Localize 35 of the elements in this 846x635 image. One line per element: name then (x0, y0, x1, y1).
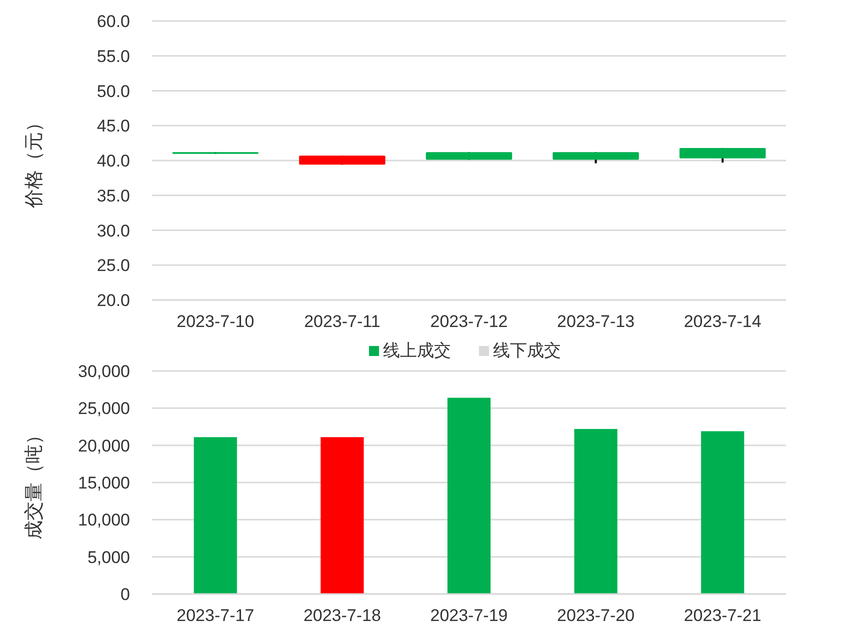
bar (194, 437, 237, 594)
x-tick-label: 2023-7-10 (176, 312, 254, 331)
y-tick-label: 20,000 (78, 436, 130, 456)
x-tick-label: 2023-7-19 (430, 606, 508, 625)
y-tick-label: 40.0 (96, 152, 130, 170)
y-tick-label: 10,000 (78, 510, 130, 530)
x-tick-label: 2023-7-20 (557, 606, 635, 625)
x-tick-label: 2023-7-14 (684, 312, 762, 331)
x-tick-label: 2023-7-21 (684, 606, 762, 625)
x-tick-label: 2023-7-13 (557, 312, 635, 331)
y-tick-label: 50.0 (96, 82, 130, 101)
bar (574, 428, 618, 594)
x-tick-label: 2023-7-18 (303, 606, 381, 625)
bar (320, 437, 364, 594)
y-tick-label: 15,000 (78, 474, 130, 492)
y-tick-label: 30.0 (96, 221, 130, 240)
y-axis-title: 价格（元） (24, 113, 45, 209)
legend-label: 线下成交 (493, 341, 561, 360)
bar (701, 431, 744, 594)
y-tick-label: 20.0 (96, 291, 130, 310)
y-tick-label: 35.0 (96, 186, 130, 206)
x-tick-label: 2023-7-17 (176, 606, 254, 625)
legend-label: 线上成交 (383, 341, 451, 360)
y-tick-label: 0 (120, 585, 130, 604)
y-tick-label: 30,000 (78, 362, 130, 381)
y-axis-title: 成交量（吨） (23, 426, 45, 540)
bar (447, 398, 491, 594)
y-tick-label: 55.0 (96, 46, 130, 66)
y-tick-label: 45.0 (96, 116, 130, 136)
y-tick-label: 5,000 (87, 548, 130, 567)
x-tick-label: 2023-7-11 (304, 312, 380, 331)
y-tick-label: 25,000 (78, 399, 130, 418)
y-tick-label: 60.0 (96, 12, 130, 31)
y-tick-label: 25.0 (96, 256, 130, 276)
x-tick-label: 2023-7-12 (430, 312, 508, 331)
